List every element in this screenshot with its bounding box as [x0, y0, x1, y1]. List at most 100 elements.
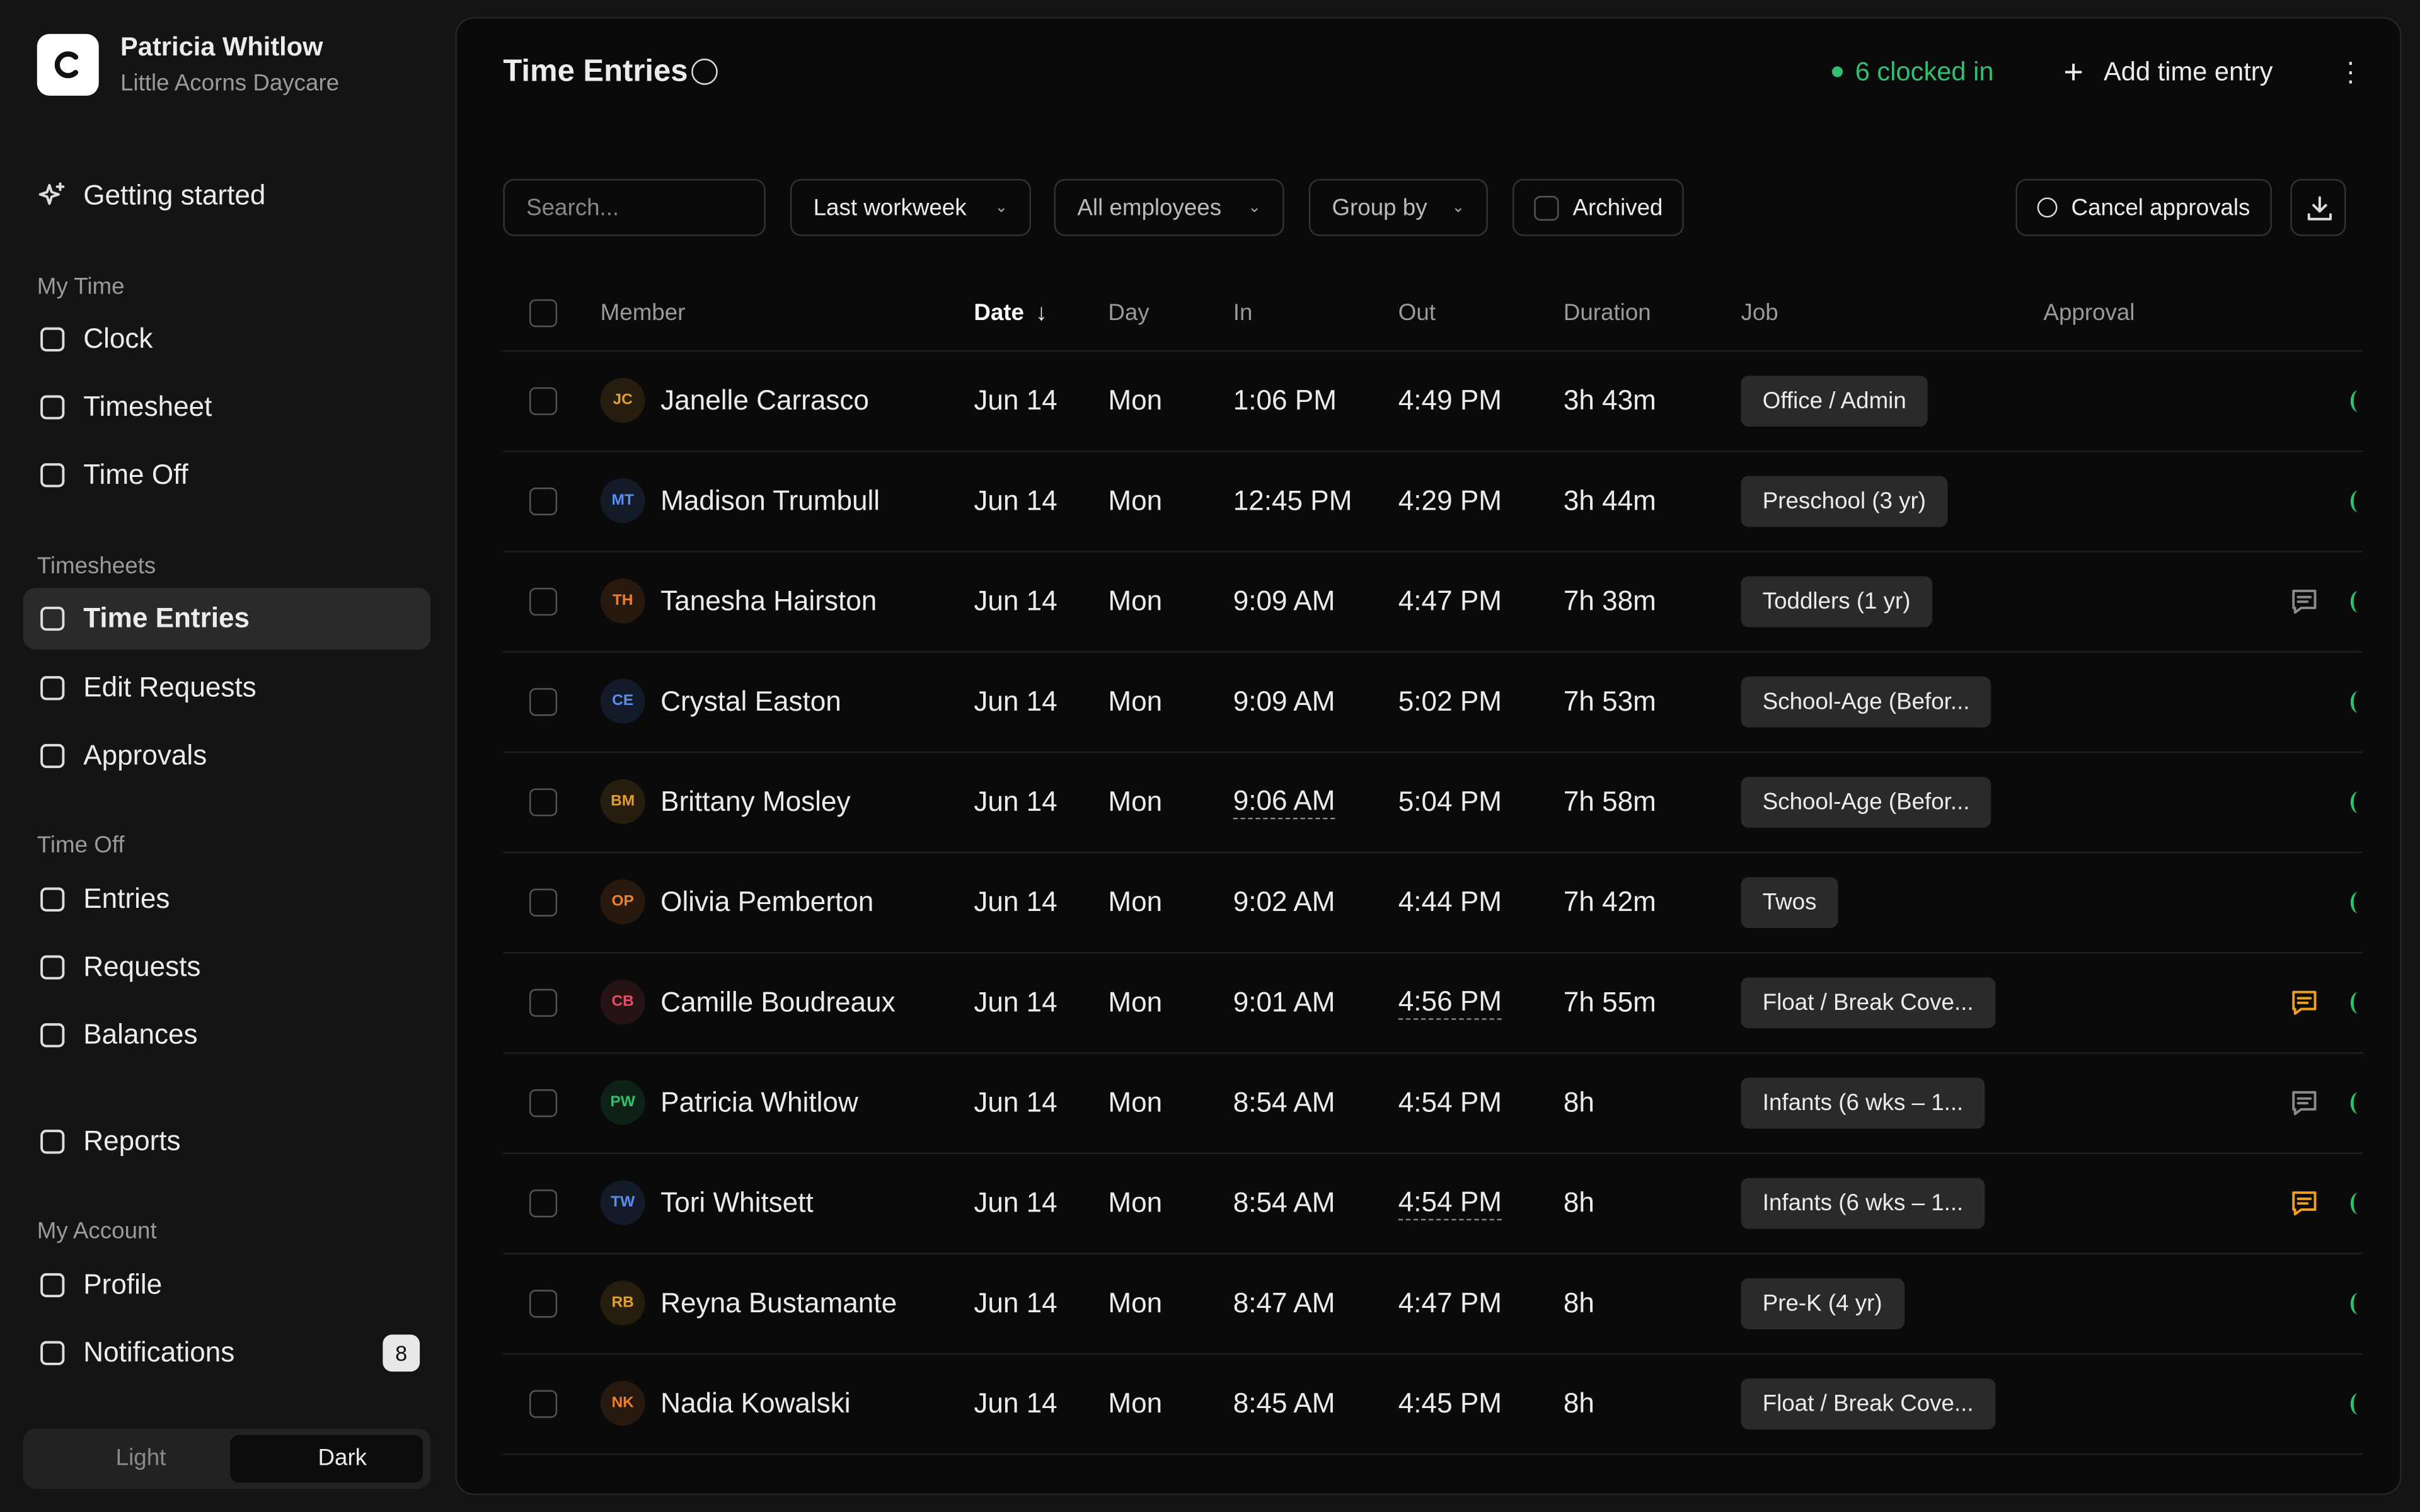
row-checkbox[interactable]: [529, 1189, 558, 1218]
filter-group[interactable]: Group by ⌄: [1308, 179, 1488, 236]
filter-text: Last workweek: [813, 195, 967, 222]
icon: [37, 1337, 68, 1368]
avatar: OP: [600, 879, 645, 924]
filter-search[interactable]: Search...: [503, 179, 766, 236]
time-in: 12:45 PM: [1233, 485, 1352, 517]
nav-item[interactable]: Entries: [83, 883, 170, 915]
row-checkbox[interactable]: [529, 888, 558, 917]
nav-item[interactable]: Time Off: [83, 459, 188, 490]
nav-item[interactable]: Requests: [83, 951, 201, 982]
member[interactable]: Patricia Whitlow: [660, 1087, 858, 1118]
job: Office / Admin: [1741, 375, 1928, 427]
avatar: JC: [600, 378, 645, 423]
row-divider: [503, 450, 2363, 452]
nav-item[interactable]: Notifications: [83, 1337, 235, 1368]
member[interactable]: Reyna Bustamante: [660, 1287, 897, 1319]
clocked-in[interactable]: 6 clocked in: [1855, 57, 1994, 87]
row-checkbox[interactable]: [529, 688, 558, 716]
theme-dark[interactable]: Dark: [318, 1445, 367, 1472]
column-header[interactable]: In: [1233, 300, 1253, 326]
row-checkbox[interactable]: [529, 788, 558, 816]
approval-indicator: [2350, 1393, 2366, 1415]
row-checkbox[interactable]: [529, 387, 558, 415]
job: Toddlers (1 yr): [1741, 576, 1932, 627]
nav-item[interactable]: Getting started: [83, 180, 266, 211]
time-in: 9:09 AM: [1233, 585, 1335, 617]
theme-light[interactable]: Light: [115, 1445, 166, 1472]
column-header[interactable]: Date: [974, 300, 1024, 326]
duration: 3h 43m: [1563, 385, 1656, 416]
member[interactable]: Crystal Easton: [660, 685, 841, 717]
nav-item[interactable]: Timesheet: [83, 391, 212, 422]
column-header[interactable]: Day: [1108, 300, 1150, 326]
avatar: PW: [600, 1080, 645, 1125]
download[interactable]: [2290, 179, 2346, 236]
nav-item[interactable]: Edit Requests: [83, 672, 256, 703]
member[interactable]: Olivia Pemberton: [660, 886, 874, 917]
time-out: 4:54 PM: [1398, 1186, 1502, 1221]
icon: [37, 604, 68, 634]
job: Infants (6 wks – 1...: [1741, 1077, 1985, 1129]
filter-employees[interactable]: All employees ⌄: [1054, 179, 1284, 236]
time-in: 9:06 AM: [1233, 786, 1335, 820]
filter-range[interactable]: Last workweek ⌄: [790, 179, 1031, 236]
member[interactable]: Nadia Kowalski: [660, 1387, 851, 1419]
row-checkbox[interactable]: [529, 988, 558, 1017]
approval-indicator: [2350, 891, 2366, 914]
row-checkbox[interactable]: [529, 1390, 558, 1418]
icon: [37, 1270, 68, 1301]
member[interactable]: Madison Trumbull: [660, 485, 880, 517]
icon: [40, 676, 65, 701]
header-checkbox[interactable]: [529, 299, 558, 328]
row-checkbox[interactable]: [529, 487, 558, 515]
member[interactable]: Brittany Mosley: [660, 786, 851, 817]
row-divider: [503, 1252, 2363, 1255]
chevron: ⌄: [1451, 200, 1465, 217]
nav-item[interactable]: Reports: [83, 1125, 181, 1157]
comment: [2289, 1088, 2320, 1119]
filter-archived[interactable]: Archived: [1512, 179, 1684, 236]
column-header[interactable]: Approval: [2043, 300, 2135, 326]
add-entry[interactable]: Add time entry: [2103, 57, 2273, 87]
column-header[interactable]: Member: [600, 300, 686, 326]
filter-text: Search...: [526, 195, 619, 222]
filter-cancel[interactable]: Cancel approvals: [2015, 179, 2272, 236]
chevron: ⌄: [1248, 200, 1261, 217]
icon: [2292, 590, 2317, 614]
checkbox[interactable]: [1534, 196, 1559, 221]
status-dot: [1831, 66, 1843, 77]
column-header[interactable]: Duration: [1563, 300, 1651, 326]
icon: [40, 743, 65, 769]
row-checkbox[interactable]: [529, 1290, 558, 1318]
column-header[interactable]: Out: [1398, 300, 1436, 326]
duration: 8h: [1563, 1287, 1594, 1319]
member[interactable]: Janelle Carrasco: [660, 385, 869, 416]
filter-text: Archived: [1572, 195, 1663, 222]
comment: [2289, 987, 2320, 1018]
nav-item[interactable]: Time Entries: [83, 602, 250, 634]
section-title: My Time: [37, 273, 125, 301]
nav-item[interactable]: Clock: [83, 323, 153, 355]
avatar: CB: [600, 980, 645, 1025]
duration: 8h: [1563, 1187, 1594, 1218]
section-title: My Account: [37, 1218, 157, 1245]
main-panel: Time Entries 6 clocked in + Add time entry ·…: [455, 16, 2402, 1496]
row-checkbox[interactable]: [529, 588, 558, 616]
day: Mon: [1108, 987, 1163, 1018]
icon: [40, 463, 65, 488]
day: Mon: [1108, 1187, 1163, 1218]
icon: [37, 673, 68, 704]
column-header[interactable]: Job: [1741, 300, 1778, 326]
row-checkbox[interactable]: [529, 1089, 558, 1118]
icon: [37, 741, 68, 772]
member[interactable]: Camille Boudreaux: [660, 987, 896, 1018]
nav-item[interactable]: Profile: [83, 1269, 163, 1300]
time-in: 8:54 AM: [1233, 1187, 1335, 1218]
chevron: ⌄: [994, 200, 1008, 217]
member[interactable]: Tori Whitsett: [660, 1187, 814, 1218]
approval-indicator: [2350, 992, 2366, 1014]
member[interactable]: Tanesha Hairston: [660, 585, 877, 617]
nav-item[interactable]: Approvals: [83, 740, 207, 771]
nav-item[interactable]: Balances: [83, 1019, 198, 1050]
time-out: 4:56 PM: [1398, 986, 1502, 1020]
